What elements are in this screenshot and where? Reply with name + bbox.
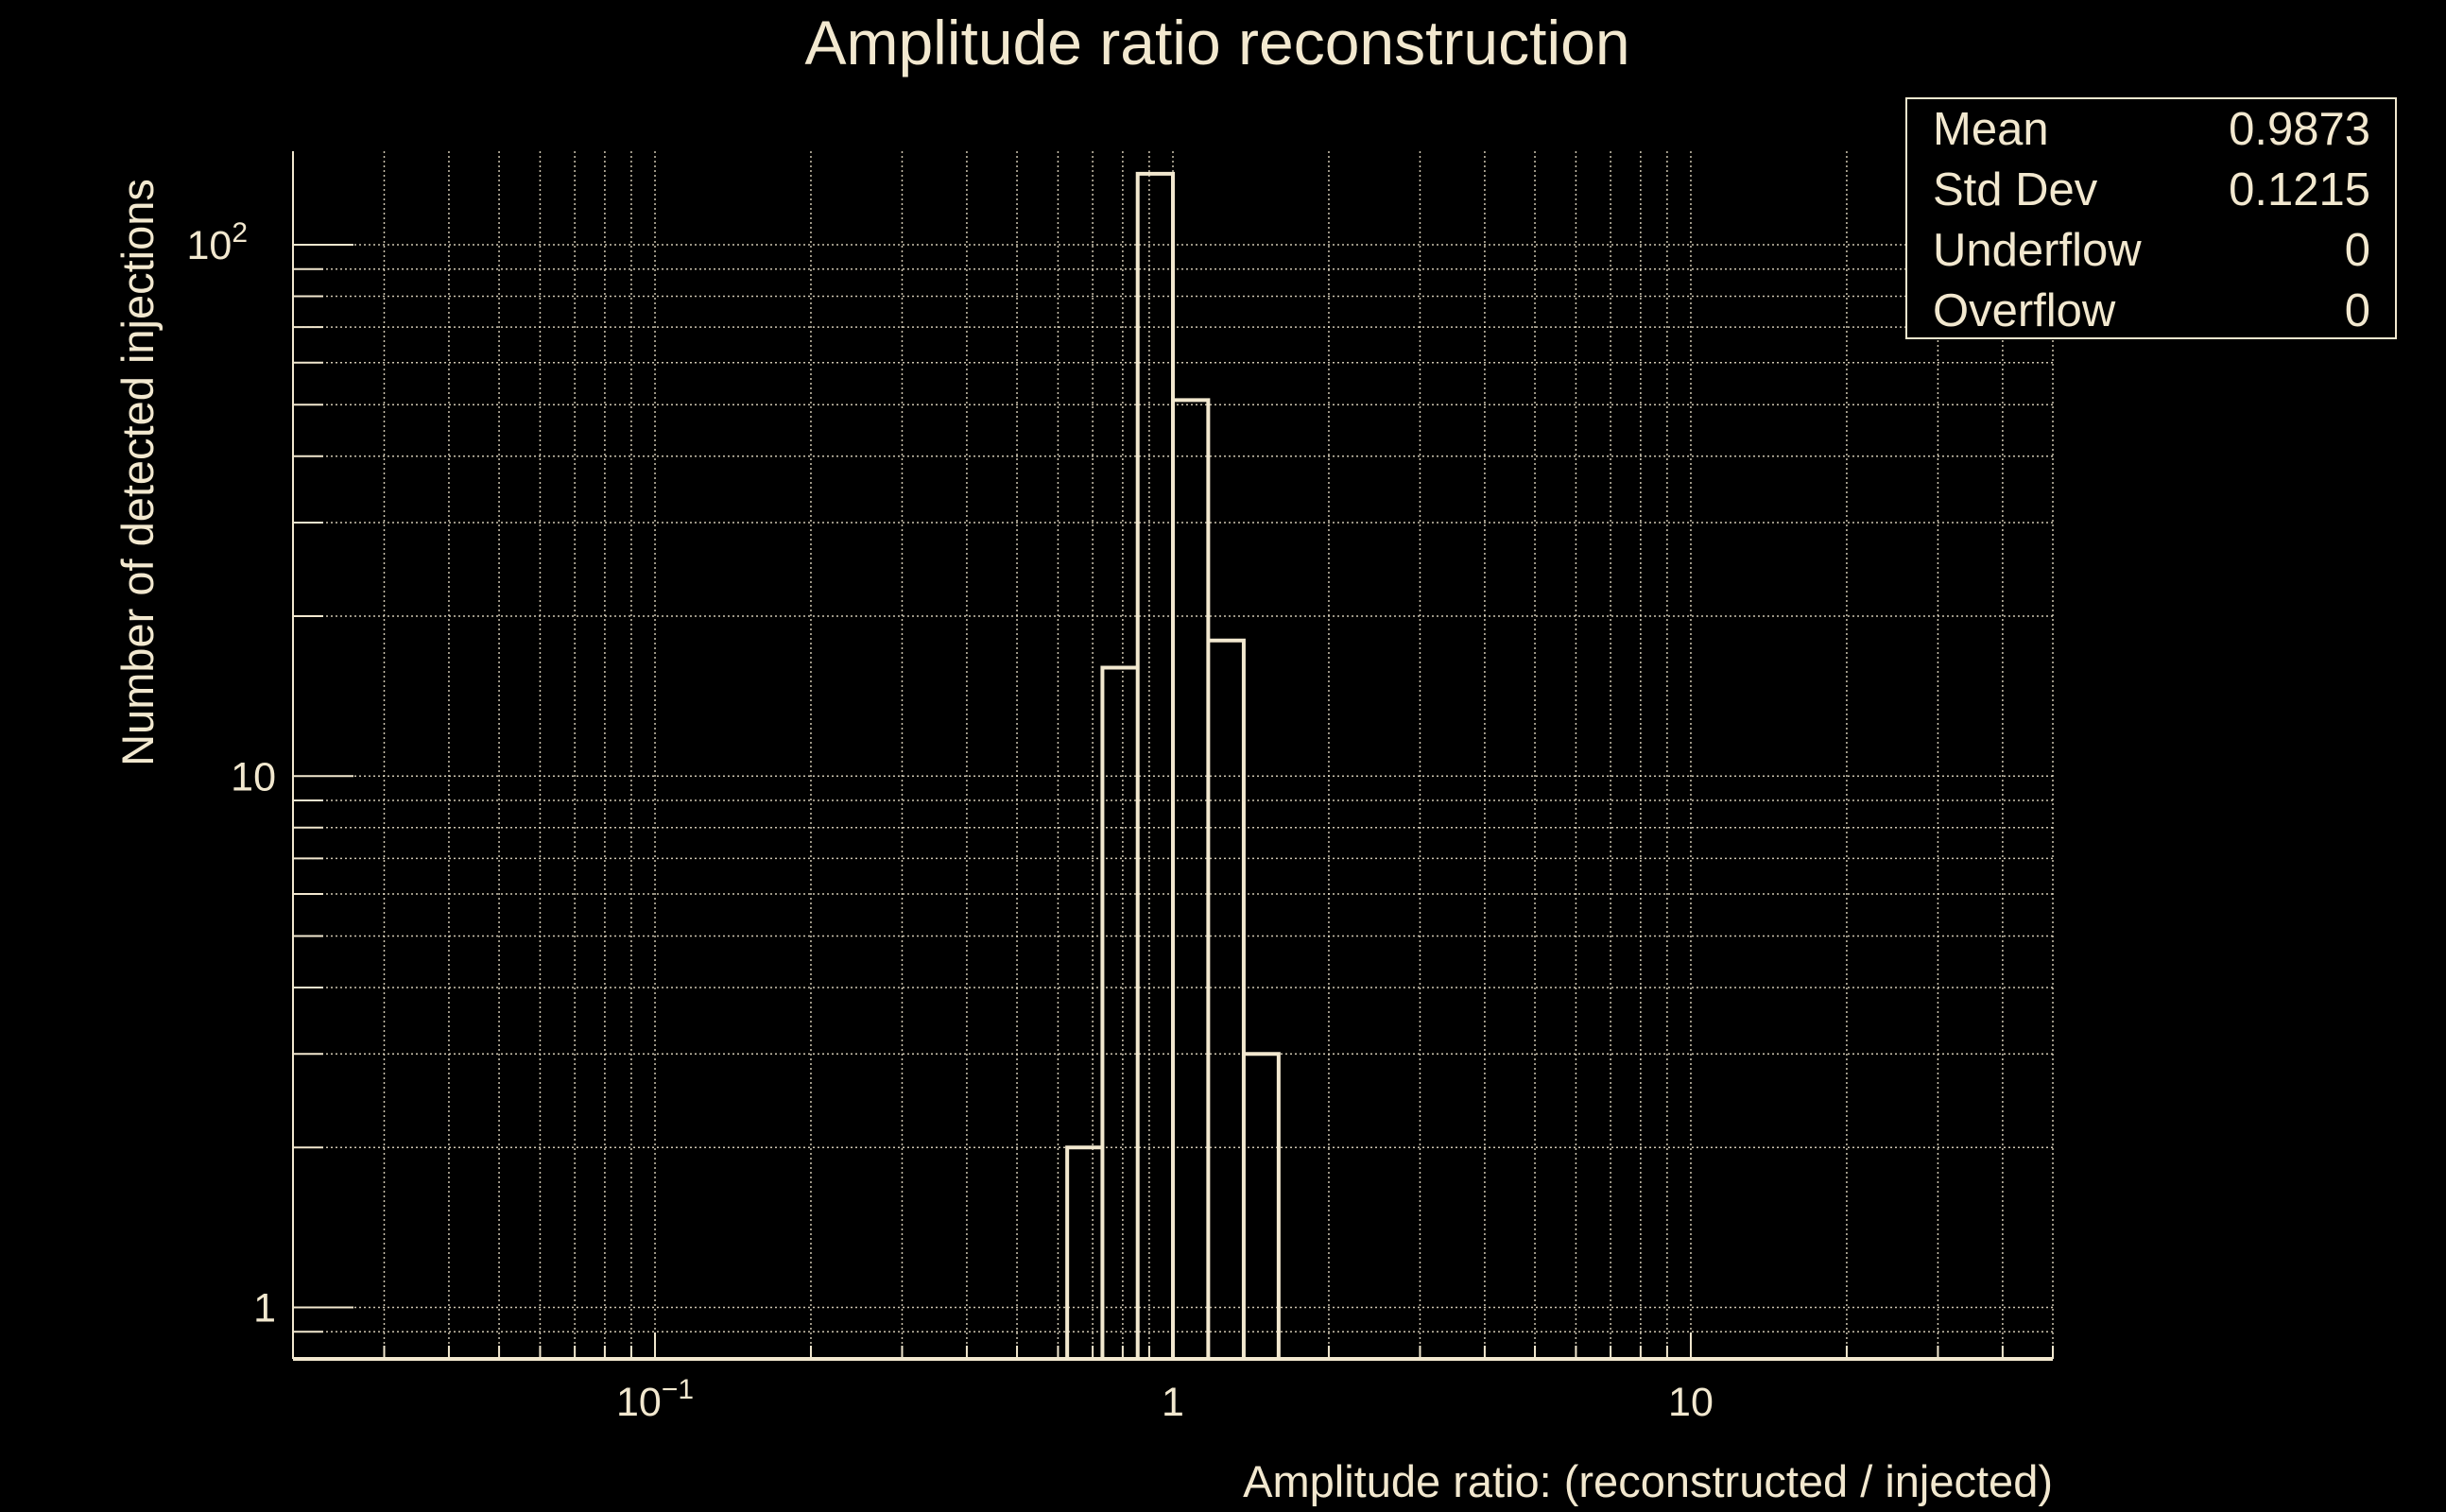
- stats-box: Mean 0.9873 Std Dev 0.1215 Underflow 0 Overflo…: [1905, 97, 2397, 339]
- y-tick-label: 1: [253, 1286, 276, 1332]
- stats-value: 0.1215: [2229, 164, 2370, 215]
- chart-title: Amplitude ratio reconstruction: [804, 8, 1629, 77]
- stats-value: 0: [2345, 225, 2370, 276]
- x-tick-exponent: −1: [662, 1374, 694, 1405]
- x-tick-label: 1: [1162, 1380, 1184, 1425]
- x-axis-label: Amplitude ratio: (reconstructed / inject…: [1243, 1456, 2053, 1506]
- stats-label: Std Dev: [1933, 164, 2098, 215]
- stats-label: Mean: [1933, 104, 2049, 155]
- stats-label: Underflow: [1933, 225, 2142, 276]
- y-tick-exponent: 2: [232, 217, 248, 249]
- stats-value: 0.9873: [2229, 104, 2370, 155]
- y-axis-label: Number of detected injections: [112, 179, 163, 766]
- x-tick-label: 10: [1668, 1380, 1714, 1425]
- stats-value: 0: [2345, 285, 2370, 336]
- axis-ticks: [292, 244, 2054, 1360]
- stats-label: Overflow: [1933, 285, 2116, 336]
- y-tick-label: 10: [231, 754, 276, 799]
